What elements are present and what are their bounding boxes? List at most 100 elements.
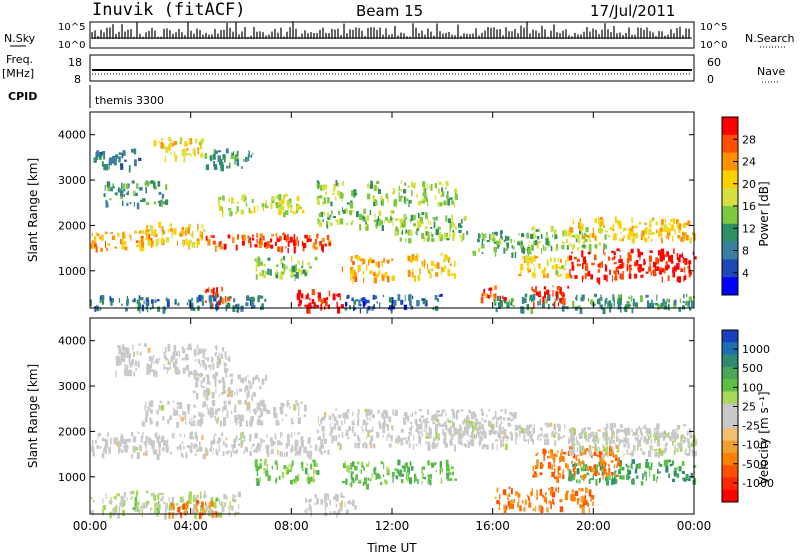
power-gate-cell [659, 227, 663, 232]
power-gate-cell [142, 198, 146, 202]
vel-gate-cell [125, 444, 129, 449]
vel-gate-cell [202, 453, 207, 460]
power-gate-cell [443, 233, 447, 240]
power-gate-cell [531, 286, 533, 291]
vel-gate-cell [569, 476, 573, 482]
vel-gate-cell [528, 502, 532, 508]
vel-gate-cell [198, 512, 201, 520]
vel-gate-cell [251, 446, 253, 449]
vel-gate-cell [104, 448, 107, 453]
vel-gate-cell [273, 413, 277, 419]
power-gate-cell [165, 146, 169, 153]
vel-gate-cell [666, 459, 669, 467]
vel-gate-cell [638, 425, 640, 430]
vel-gate-cell [112, 507, 116, 513]
vel-gate-cell [230, 410, 233, 414]
vel-gate-cell [689, 434, 692, 439]
vel-gate-cell [158, 405, 160, 411]
power-gate-cell [122, 237, 124, 243]
power-gate-cell [648, 305, 651, 308]
vel-gate-cell [99, 446, 102, 449]
power-gate-cell [123, 240, 127, 246]
vel-gate-cell [368, 461, 370, 465]
power-gate-cell [637, 234, 639, 238]
power-gate-cell [209, 155, 211, 160]
power-gate-cell [497, 242, 499, 249]
vel-gate-cell [692, 440, 695, 448]
power-gate-cell [542, 244, 545, 251]
power-gate-cell [652, 232, 655, 235]
vel-gate-cell [409, 461, 412, 466]
power-gate-cell [120, 238, 122, 245]
power-gate-cell [366, 215, 370, 222]
vel-gate-cell [229, 390, 234, 397]
vel-gate-cell [614, 470, 617, 474]
power-gate-cell [657, 304, 661, 310]
power-gate-cell [321, 244, 324, 251]
vel-gate-cell [550, 490, 552, 496]
power-gate-cell [458, 230, 462, 234]
vel-gate-cell [386, 434, 388, 442]
power-gate-cell [301, 240, 304, 247]
power-gate-cell [638, 221, 642, 225]
power-gate-cell [526, 260, 530, 266]
power-gate-cell [101, 234, 104, 241]
vel-gate-cell [378, 421, 381, 425]
power-gate-cell [354, 276, 358, 282]
vel-gate-cell [430, 428, 432, 435]
vel-gate-cell [228, 387, 231, 391]
vel-gate-cell [329, 433, 332, 437]
vel-gate-cell [129, 491, 133, 495]
vel-gate-cell [420, 422, 423, 427]
power-gate-cell [159, 200, 162, 207]
vel-gate-cell [588, 436, 590, 443]
power-gate-cell [534, 266, 536, 272]
vel-gate-cell [582, 500, 586, 504]
power-gate-cell [579, 221, 582, 226]
vel-gate-cell [504, 408, 507, 415]
power-gate-cell [308, 302, 312, 309]
power-gate-cell [328, 290, 331, 297]
vel-gate-cell [415, 429, 419, 432]
power-gate-cell [366, 299, 370, 304]
power-gate-cell [682, 305, 686, 310]
vel-gate-cell [182, 453, 184, 458]
vel-gate-cell [489, 421, 492, 427]
power-gate-cell [409, 230, 413, 235]
power-gate-cell [326, 212, 329, 218]
power-gate-cell [264, 242, 267, 248]
power-gate-cell [530, 233, 534, 239]
power-gate-cell [580, 227, 583, 232]
vel-gate-cell [215, 388, 217, 393]
vel-gate-cell [543, 455, 545, 462]
vel-gate-cell [574, 474, 576, 478]
power-gate-cell [186, 148, 189, 151]
vel-gate-cell [617, 457, 620, 463]
vel-gate-cell [591, 467, 595, 473]
vel-gate-cell [687, 478, 691, 481]
vel-gate-cell [232, 494, 234, 501]
power-gate-cell [256, 239, 258, 244]
vel-gate-cell [449, 426, 452, 430]
power-gate-cell [538, 264, 541, 269]
vel-gate-cell [664, 447, 668, 450]
vel-gate-cell [365, 463, 369, 467]
power-gate-cell [432, 307, 435, 311]
vel-gate-cell [536, 497, 538, 500]
vel-gate-cell [221, 347, 224, 352]
power-gate-cell [631, 238, 634, 243]
power-gate-cell [547, 258, 549, 262]
power-gate-cell [258, 272, 263, 277]
vel-gate-cell [606, 423, 609, 429]
power-gate-cell [630, 295, 633, 302]
power-band-24 [316, 180, 358, 209]
vel-gate-cell [188, 501, 192, 504]
vel-gate-cell [244, 386, 246, 393]
vel-gate-cell [288, 463, 290, 468]
vel-gate-cell [542, 448, 546, 454]
vel-gate-cell [337, 442, 341, 447]
vel-gate-cell [561, 455, 565, 462]
vel-gate-cell [454, 444, 456, 452]
power-gate-cell [306, 307, 309, 314]
power-gate-cell [378, 189, 381, 194]
